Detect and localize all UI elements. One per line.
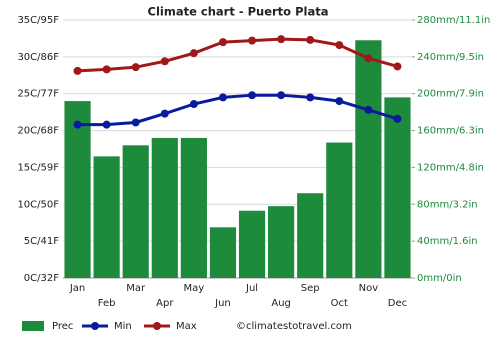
marker [189, 49, 198, 58]
y2-tick-label: 160mm/6.3in [417, 126, 484, 137]
y2-tick-label: 240mm/9.5in [417, 52, 484, 63]
y2-tick-label: 0mm/0in [417, 273, 462, 284]
line [77, 93, 398, 127]
x-tick-label: Oct [331, 298, 348, 309]
x-tick-label: Nov [359, 283, 379, 294]
marker [102, 120, 111, 129]
legend-label: Prec [52, 321, 73, 332]
y-tick-label: 15C/59F [17, 162, 59, 173]
marker [102, 65, 111, 74]
legend-swatch [22, 321, 44, 331]
marker [160, 109, 169, 118]
bar [384, 97, 411, 279]
marker [248, 36, 257, 45]
bar [297, 193, 324, 278]
marker [393, 62, 402, 71]
y2-tick-label: 280mm/11.1in [417, 15, 490, 26]
x-tick-label: Mar [126, 283, 146, 294]
x-tick-label: Aug [271, 298, 291, 309]
y-tick-label: 0C/32F [24, 273, 59, 284]
bar [326, 142, 353, 278]
y-tick-label: 30C/86F [17, 52, 59, 63]
marker [248, 91, 257, 100]
credit: ©climatestotravel.com [236, 321, 352, 332]
x-tick-label: Dec [388, 298, 407, 309]
bar [93, 156, 120, 278]
x-tick-label: Jun [214, 298, 231, 309]
marker [73, 120, 82, 129]
x-tick-label: Feb [98, 298, 116, 309]
y-tick-label: 10C/50F [17, 199, 59, 210]
y-tick-label: 35C/95F [17, 15, 59, 26]
marker [306, 93, 315, 102]
marker [218, 38, 227, 47]
bar [209, 227, 237, 278]
marker [277, 35, 286, 44]
y-tick-label: 5C/41F [24, 236, 59, 247]
y2-tick-label: 120mm/4.8in [417, 162, 484, 173]
marker [335, 97, 344, 106]
x-tick-label: Jul [245, 283, 258, 294]
y2-tick-label: 80mm/3.2in [417, 199, 478, 210]
marker [131, 63, 140, 72]
marker [277, 91, 286, 100]
x-tick-label: Jan [69, 283, 85, 294]
legend-swatch [91, 322, 99, 330]
marker [131, 118, 140, 127]
x-tick-label: May [184, 283, 205, 294]
marker [189, 100, 198, 109]
bar [64, 101, 91, 278]
y-tick-label: 20C/68F [17, 126, 59, 137]
marker [364, 54, 373, 63]
bar [268, 206, 295, 278]
marker [335, 41, 344, 50]
marker [218, 93, 227, 102]
bar [122, 145, 149, 278]
chart-title: Climate chart - Puerto Plata [148, 5, 329, 19]
bar [151, 137, 178, 278]
bar [180, 137, 207, 278]
legend-label: Min [114, 321, 132, 332]
legend-label: Max [176, 321, 197, 332]
bar [238, 210, 266, 278]
y2-tick-label: 200mm/7.9in [417, 89, 484, 100]
marker [393, 114, 402, 123]
line [77, 37, 398, 73]
x-tick-label: Sep [301, 283, 320, 294]
marker [73, 66, 82, 75]
legend-swatch [153, 322, 161, 330]
bar [355, 40, 382, 279]
x-tick-label: Apr [156, 298, 174, 309]
marker [364, 105, 373, 114]
marker [160, 57, 169, 66]
marker [306, 35, 315, 44]
y-tick-label: 25C/77F [17, 89, 59, 100]
y2-tick-label: 40mm/1.6in [417, 236, 478, 247]
